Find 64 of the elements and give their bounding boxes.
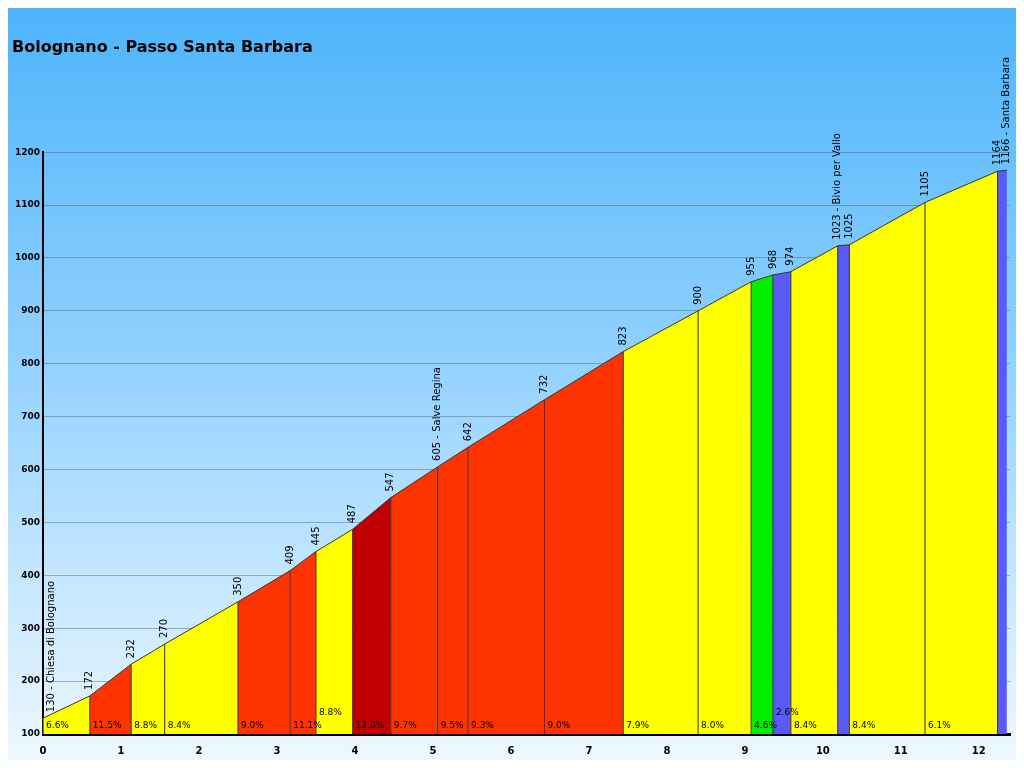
- x-tick-label: 5: [429, 744, 437, 756]
- annotation: 6.6%: [46, 719, 70, 730]
- data-label: 1164: [991, 139, 1003, 166]
- data-label: 350: [231, 576, 243, 596]
- x-tick-label: 12: [971, 744, 986, 756]
- data-label: 732: [538, 374, 550, 394]
- data-label: 900: [691, 285, 703, 305]
- y-tick-label: 200: [21, 675, 41, 686]
- data-label: 409: [283, 545, 295, 565]
- data-label: 955: [744, 256, 756, 276]
- annotation: 11.5%: [92, 719, 122, 730]
- y-tick-label: 500: [21, 516, 41, 527]
- x-tick-label: 0: [39, 744, 47, 756]
- x-tick-label: 10: [815, 744, 830, 756]
- x-tick-label: 2: [195, 744, 203, 756]
- data-label: 270: [158, 618, 170, 639]
- y-tick-label: 600: [21, 463, 41, 474]
- annotation: 8.8%: [134, 719, 158, 730]
- y-tick-label: 800: [21, 358, 41, 369]
- x-tick-label: 3: [273, 744, 281, 756]
- annotation: 9.7%: [393, 719, 418, 730]
- y-tick-label: 1000: [14, 252, 41, 263]
- annotation: 9.0%: [547, 719, 571, 730]
- data-label: 130 - Chiesa di Bolognano: [44, 580, 56, 713]
- data-label: 1023 - Bivio per Vallo: [831, 133, 843, 240]
- x-tick-label: 11: [893, 744, 908, 756]
- y-tick-label: 900: [21, 305, 41, 316]
- annotation: 8.0%: [701, 719, 725, 730]
- annotation: 9.5%: [440, 719, 464, 730]
- annotation: 9.0%: [241, 719, 265, 730]
- x-tick-label: 1: [117, 744, 125, 756]
- y-tick-label: 100: [21, 728, 41, 739]
- annotation: 6.1%: [928, 719, 952, 730]
- y-tick-label: 300: [21, 622, 41, 633]
- y-tick-label: 400: [21, 569, 41, 580]
- y-tick-label: 1100: [14, 199, 41, 210]
- x-tick-label: 6: [507, 744, 515, 756]
- x-tick-label: 9: [741, 744, 749, 756]
- data-label: 1105: [918, 170, 930, 197]
- x-tick-label: 8: [663, 744, 671, 756]
- annotation: 8.4%: [793, 719, 818, 730]
- annotation: 9.3%: [471, 719, 495, 730]
- data-label: 974: [784, 246, 796, 266]
- data-label: 487: [346, 504, 358, 524]
- data-label: 1166 - Santa Barbara: [1000, 56, 1012, 165]
- annotation: 8.8%: [318, 706, 343, 717]
- data-label: 232: [124, 639, 136, 659]
- annotation: 7.9%: [626, 719, 650, 730]
- y-tick-label: 1200: [14, 146, 41, 157]
- data-label: 445: [309, 526, 321, 546]
- y-tick-label: 700: [21, 411, 41, 421]
- data-label: 547: [384, 472, 396, 492]
- data-label: 642: [461, 422, 473, 442]
- data-label: 605 - Salve Regina: [431, 367, 443, 461]
- annotation: 8.4%: [852, 719, 876, 730]
- data-label: 823: [616, 326, 628, 346]
- x-tick-label: 7: [585, 744, 593, 756]
- x-tick-label: 4: [351, 744, 359, 756]
- chart-title: Bolognano - Passo Santa Barbara: [12, 36, 313, 56]
- annotation: 12.0%: [355, 719, 385, 730]
- annotation: 8.4%: [167, 719, 192, 730]
- data-label: 172: [83, 670, 95, 690]
- data-label: 968: [766, 249, 778, 269]
- data-label: 1025: [842, 213, 854, 239]
